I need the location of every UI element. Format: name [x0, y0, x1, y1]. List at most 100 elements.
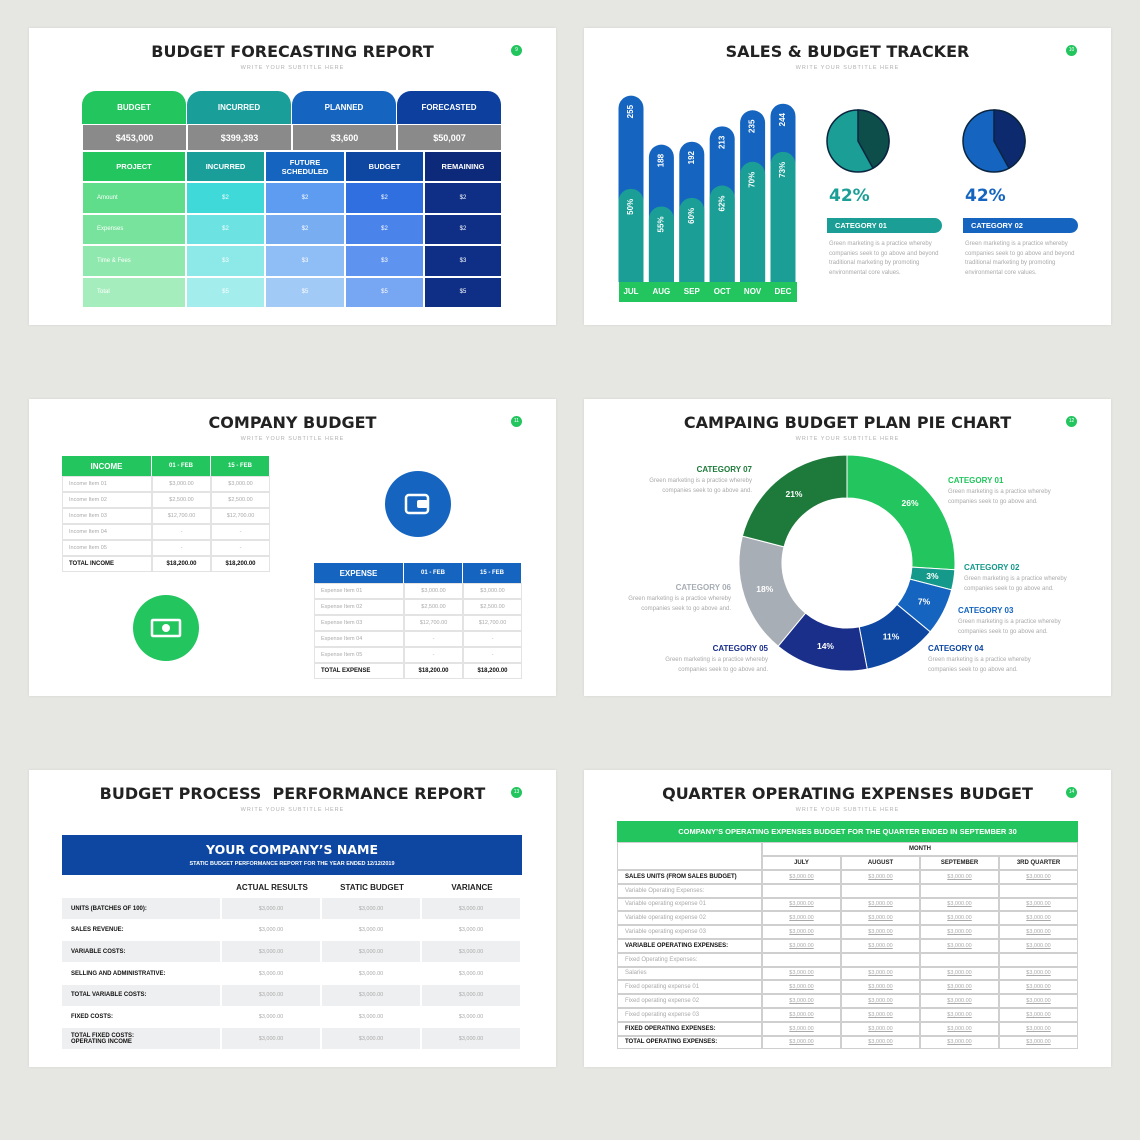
row-label: VARIABLE COSTS:: [62, 941, 220, 963]
row-label: FIXED COSTS:: [62, 1006, 220, 1028]
table-cell: $3,000.00: [422, 963, 520, 985]
table-cell: $12,700.00: [404, 615, 463, 631]
table-cell: $12,700.00: [463, 615, 522, 631]
table-cell: $3,000.00: [404, 583, 463, 599]
summary-value: $50,007: [397, 124, 502, 151]
table-cell: $3,000.00: [762, 1021, 841, 1036]
table-cell: $3,000.00: [841, 870, 920, 884]
table-cell: $3,000.00: [920, 925, 999, 939]
slide-subtitle: WRITE YOUR SUBTITLE HERE: [795, 436, 900, 442]
category-label: CATEGORY 05: [712, 644, 768, 653]
table-header: 01 - FEB: [404, 563, 463, 583]
table-cell: $3,000.00: [999, 939, 1078, 953]
table-cell: $3,000.00: [322, 1006, 420, 1028]
share-label: 70%: [748, 172, 757, 188]
table-cell: $3,000.00: [999, 925, 1078, 939]
row-label: TOTAL FIXED COSTS: OPERATING INCOME: [62, 1028, 220, 1050]
table-cell: Income Item 05: [62, 540, 152, 556]
table-cell: $3,000.00: [762, 1035, 841, 1050]
slide-title: BUDGET PROCESS PERFORMANCE REPORT: [99, 784, 486, 803]
value-label: 213: [717, 135, 726, 149]
table-cell: $2: [186, 213, 265, 245]
row-label: Salaries: [617, 966, 762, 981]
share-bar: [709, 185, 735, 282]
table-cell: $3,000.00: [422, 941, 520, 963]
table-cell: $3,000.00: [211, 476, 270, 492]
table-cell: $3,000.00: [841, 1021, 920, 1036]
slide-title: SALES & BUDGET TRACKER: [725, 42, 970, 61]
table-cell: $12,700.00: [211, 508, 270, 524]
table-cell: -: [404, 647, 463, 663]
slide: BUDGET FORECASTING REPORT WRITE YOUR SUBT…: [29, 28, 556, 325]
empty-cell: [999, 952, 1078, 967]
empty-cell: [920, 952, 999, 967]
row-label: Fixed operating expense 02: [617, 994, 762, 1008]
table-cell: $3,000.00: [999, 966, 1078, 981]
column-header: STATIC BUDGET: [340, 882, 404, 892]
row-label: Fixed Operating Expenses:: [617, 952, 762, 967]
table-cell: $3,000.00: [762, 1008, 841, 1022]
table-cell: $2: [345, 213, 424, 245]
summary-header: BUDGET: [82, 91, 187, 124]
table-cell: $3,000.00: [999, 980, 1078, 995]
column-header: AUGUST: [841, 856, 920, 870]
table-cell: -: [463, 647, 522, 663]
share-label: 60%: [687, 208, 696, 224]
table-cell: $3,000.00: [999, 870, 1078, 884]
slide-number: 11: [511, 416, 522, 427]
table-cell: $3,000.00: [222, 898, 320, 919]
total-cell: $18,200.00: [404, 663, 463, 679]
banner-title: YOUR COMPANY’S NAME: [205, 842, 378, 857]
pie-slice: [857, 109, 890, 170]
column-header: 3RD QUARTER: [999, 856, 1078, 870]
table-cell: $3,000.00: [999, 1035, 1078, 1050]
table-cell: Income Item 01: [62, 476, 152, 492]
table-cell: $3,000.00: [152, 476, 211, 492]
table-header: INCOME: [62, 456, 152, 476]
donut-segment: [846, 454, 956, 571]
row-label-line: OPERATING INCOME: [71, 1038, 132, 1045]
column-header: VARIANCE: [451, 882, 493, 892]
table-cell: $3,000.00: [422, 919, 520, 941]
table-cell: $3,000.00: [322, 919, 420, 941]
table-header: EXPENSE: [314, 563, 404, 583]
share-bar: [679, 197, 705, 282]
cash-coin: [162, 624, 170, 632]
row-label: Amount: [82, 182, 186, 214]
total-cell: TOTAL INCOME: [62, 556, 152, 572]
slide: QUARTER OPERATING EXPENSES BUDGET WRITE Y…: [584, 770, 1111, 1067]
table-cell: Expense Item 03: [314, 615, 404, 631]
summary-header: INCURRED: [187, 91, 292, 124]
table-header: BUDGET: [345, 151, 424, 182]
column-header: JULY: [762, 856, 841, 870]
table-cell: $3,000.00: [841, 911, 920, 926]
table-cell: $5: [345, 276, 424, 308]
table-cell: -: [404, 631, 463, 647]
table-header: INCURRED: [186, 151, 265, 182]
total-cell: $18,200.00: [211, 556, 270, 572]
table-cell: $3,000.00: [999, 994, 1078, 1008]
table-cell: $3,000.00: [322, 1028, 420, 1050]
category-text: Green marketing is a practice whereby co…: [829, 241, 939, 276]
summary-header: FORECASTED: [397, 91, 502, 124]
row-label: TOTAL OPERATING EXPENSES:: [617, 1035, 762, 1050]
table-cell: -: [211, 540, 270, 556]
table-cell: $2: [424, 213, 502, 245]
value-label: 18%: [756, 584, 773, 594]
table-cell: $3,000.00: [422, 1028, 520, 1050]
table-cell: $2: [345, 182, 424, 214]
total-cell: TOTAL EXPENSE: [314, 663, 404, 679]
table-cell: $3: [186, 245, 265, 277]
table-cell: $3,000.00: [841, 1035, 920, 1050]
pie-value-label: 42%: [829, 186, 870, 206]
table-cell: $3,000.00: [222, 1028, 320, 1050]
row-label-line: TOTAL FIXED COSTS:: [71, 1032, 135, 1039]
table-cell: $3,000.00: [999, 1021, 1078, 1036]
table-cell: $2,500.00: [463, 599, 522, 615]
chart: 255 50% JUL 188 55% AUG 192 60% SEP 213 62% OCT 235 7…: [618, 95, 1026, 302]
table-cell: $3,000.00: [222, 919, 320, 941]
row-label: UNITS (BATCHES OF 100):: [62, 898, 220, 919]
category-text: Green marketing is a practice whereby co…: [948, 489, 1051, 505]
table-cell: $3,000.00: [920, 870, 999, 884]
